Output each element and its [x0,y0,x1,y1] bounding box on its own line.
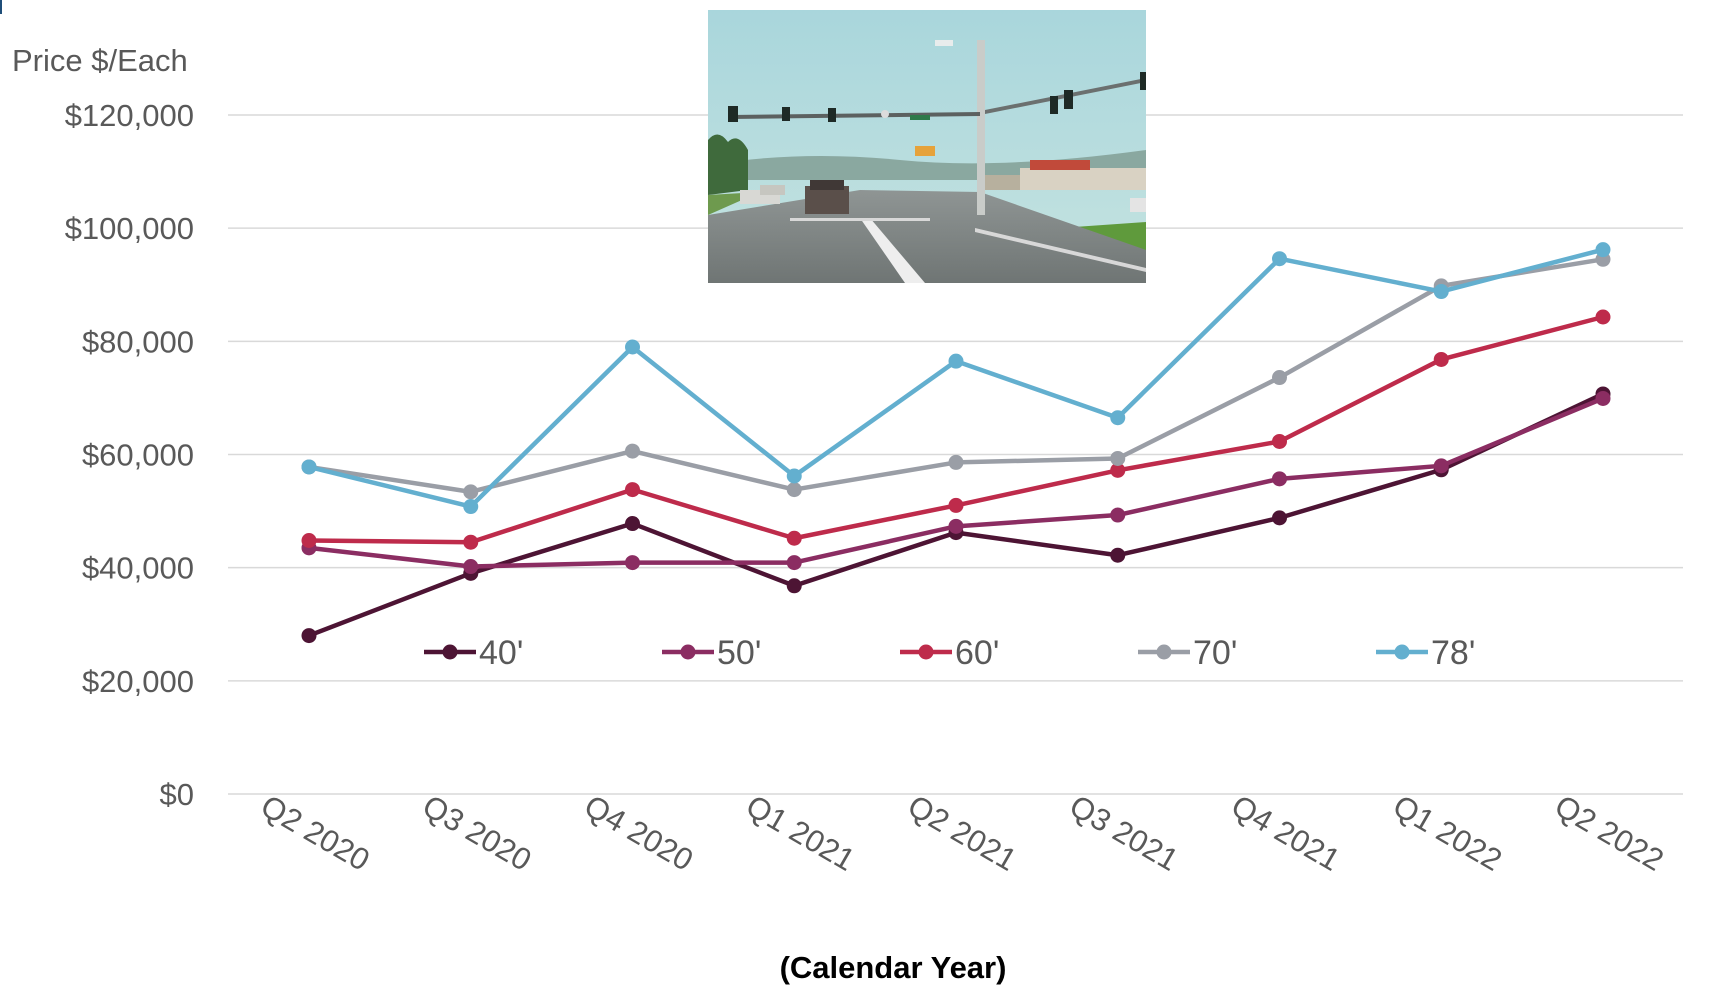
legend-item: 78' [1376,634,1475,672]
legend-item: 70' [1138,634,1237,672]
traffic-signal-photo [708,10,1146,283]
data-point [1595,309,1611,325]
corner-mark [0,0,2,14]
data-point [1595,242,1611,258]
x-tick-label: Q1 2021 [740,788,861,878]
legend-swatch-marker [1394,644,1410,660]
legend-label: 40' [479,634,523,672]
data-point [625,443,640,459]
y-axis-title: Price $/Each [12,43,188,78]
legend-item: 50' [662,634,761,672]
data-point [1110,450,1126,466]
data-point [948,497,964,513]
data-point [786,482,802,498]
legend-swatch-marker [442,644,458,660]
x-tick-label: Q1 2022 [1387,788,1508,878]
data-point [786,578,802,594]
x-axis-ticks: Q2 2020 Q3 2020 Q4 2020 Q1 2021 Q2 2021 Q3 20… [255,788,1670,878]
data-point [463,559,479,575]
data-point [1272,510,1287,526]
series-5 [301,242,1611,515]
data-point [301,628,317,644]
data-point [786,555,802,571]
legend-label: 60' [955,634,999,672]
y-tick-label: $0 [160,777,194,812]
data-point [1272,251,1287,267]
data-point [301,533,317,549]
data-point [1272,370,1287,386]
data-point [948,353,964,369]
data-point [625,516,640,532]
y-tick-label: $40,000 [82,551,194,586]
y-tick-label: $20,000 [82,664,194,699]
data-point [625,339,640,355]
data-point [948,518,964,534]
series-2 [301,390,1611,575]
legend-label: 50' [717,634,761,672]
legend-label: 78' [1431,634,1475,672]
data-point [1110,547,1126,563]
x-tick-label: Q4 2020 [578,788,699,878]
series-line [306,391,1606,638]
data-point [1433,458,1449,474]
x-axis-title: (Calendar Year) [780,950,1007,985]
legend-swatch-marker [680,644,696,660]
data-point [1595,390,1611,406]
data-point [948,454,964,470]
x-tick-label: Q2 2021 [902,788,1023,878]
y-tick-label: $80,000 [82,324,194,359]
data-point [1433,351,1449,367]
y-tick-label: $60,000 [82,438,194,473]
data-point [463,484,479,500]
data-point [1433,284,1449,300]
data-point [1110,507,1126,523]
data-point [463,534,479,550]
y-axis-ticks: $0 $20,000 $40,000 $60,000 $80,000 $100,000 $1… [65,98,194,812]
series-1 [301,386,1611,644]
series-lines [301,242,1611,644]
legend-swatch-marker [918,644,934,660]
y-tick-label: $100,000 [65,211,194,246]
series-3 [301,309,1611,550]
legend-item: 60' [900,634,999,672]
x-tick-label: Q2 2022 [1549,788,1670,878]
x-tick-label: Q3 2021 [1064,788,1185,878]
x-tick-label: Q2 2020 [255,788,376,878]
y-tick-label: $120,000 [65,98,194,133]
data-point [301,459,317,475]
legend: 40' 50' 60' 70' 78' [424,634,1475,672]
legend-item: 40' [424,634,523,672]
data-point [1272,433,1287,449]
data-point [1110,462,1126,478]
data-point [1110,410,1126,426]
legend-swatch-marker [1156,644,1172,660]
data-point [786,468,802,484]
x-tick-label: Q4 2021 [1225,788,1346,878]
data-point [625,555,640,571]
data-point [786,530,802,546]
data-point [463,499,479,515]
x-tick-label: Q3 2020 [417,788,538,878]
data-point [1272,471,1287,487]
legend-label: 70' [1193,634,1237,672]
data-point [625,482,640,498]
